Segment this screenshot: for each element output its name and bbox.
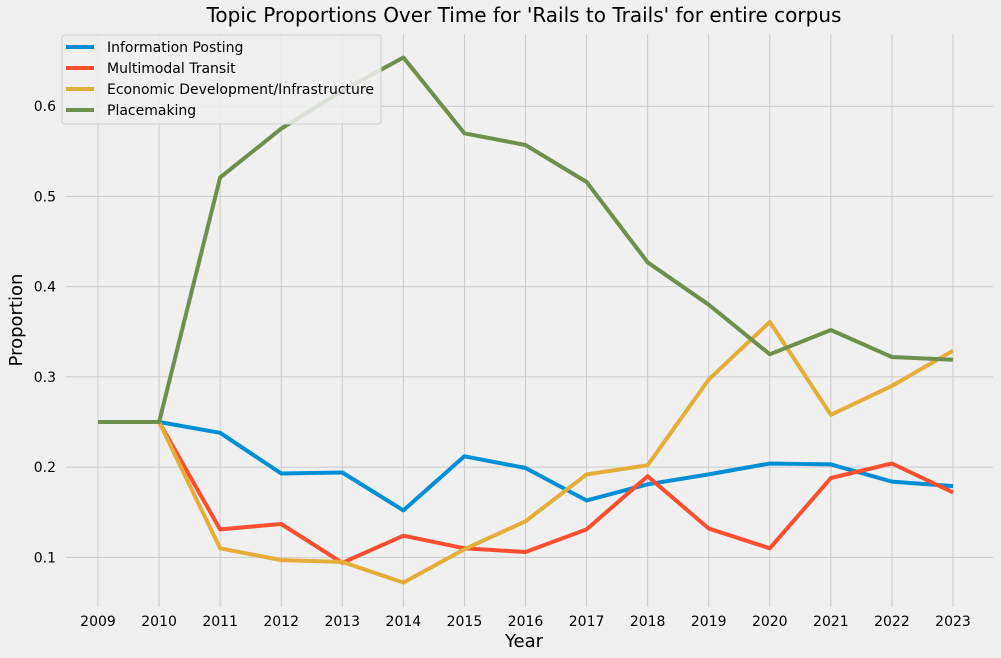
x-tick-label: 2010 [141, 614, 177, 630]
y-tick-label: 0.2 [34, 460, 56, 476]
y-tick-label: 0.6 [34, 99, 56, 115]
legend-label: Placemaking [107, 103, 196, 119]
tick-labels: 2009 2010 2011 2012 2013 2014 2015 2016 2017 2018… [34, 99, 971, 630]
chart-title: Topic Proportions Over Time for 'Rails t… [206, 3, 842, 27]
legend-label: Information Posting [107, 40, 243, 56]
y-axis-label: Proportion [6, 274, 27, 367]
legend-label: Economic Development/Infrastructure [107, 82, 374, 98]
series-line-0 [98, 420, 954, 513]
x-tick-label: 2011 [202, 614, 238, 630]
y-tick-label: 0.5 [34, 189, 56, 205]
legend: Information Posting Multimodal Transit Eco… [61, 34, 382, 125]
series-line-1 [98, 420, 954, 565]
legend-box [61, 34, 382, 125]
x-tick-label: 2012 [263, 614, 299, 630]
series-line-2 [98, 319, 954, 585]
x-tick-label: 2014 [386, 614, 422, 630]
x-tick-label: 2018 [630, 614, 666, 630]
x-tick-label: 2013 [324, 614, 360, 630]
x-axis-label: Year [504, 631, 544, 652]
x-tick-label: 2020 [752, 614, 788, 630]
x-tick-label: 2023 [935, 614, 971, 630]
y-tick-label: 0.4 [34, 280, 56, 296]
x-tick-label: 2021 [813, 614, 849, 630]
y-tick-label: 0.1 [34, 550, 56, 566]
series-lines [98, 55, 954, 585]
y-tick-label: 0.3 [34, 370, 56, 386]
gridlines [66, 34, 993, 607]
x-tick-label: 2015 [447, 614, 483, 630]
legend-label: Multimodal Transit [107, 61, 236, 77]
x-tick-label: 2016 [508, 614, 544, 630]
x-tick-label: 2009 [80, 614, 116, 630]
x-tick-label: 2017 [569, 614, 605, 630]
x-tick-label: 2022 [874, 614, 910, 630]
x-tick-label: 2019 [691, 614, 727, 630]
series-line-3 [98, 55, 954, 424]
